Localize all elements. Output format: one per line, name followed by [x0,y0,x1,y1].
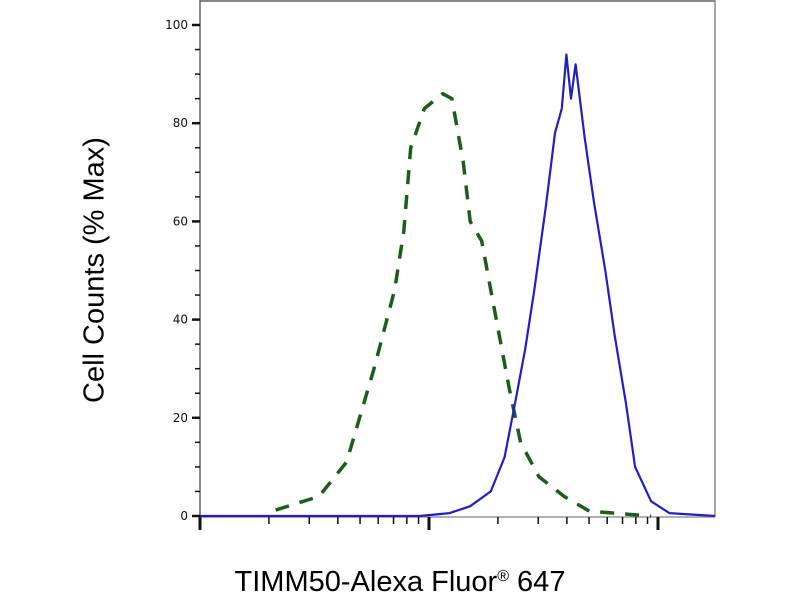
x-axis-label: TIMM50-Alexa Fluor® 647 [0,566,800,599]
x-axis-label-suffix: 647 [509,566,566,598]
sample-histogram-solid [200,53,716,518]
y-tick-label: 80 [173,116,188,130]
y-tick-label: 100 [165,18,188,32]
y-tick-label: 60 [173,214,188,228]
y-tick-label: 20 [173,411,188,425]
y-axis-label: Cell Counts (% Max) [78,137,111,403]
y-tick-label: 40 [173,313,188,327]
control-histogram-dashed [275,91,652,518]
registered-mark: ® [497,568,509,585]
y-tick-label: 0 [180,509,188,523]
x-axis-label-main: TIMM50-Alexa Fluor [234,566,498,598]
